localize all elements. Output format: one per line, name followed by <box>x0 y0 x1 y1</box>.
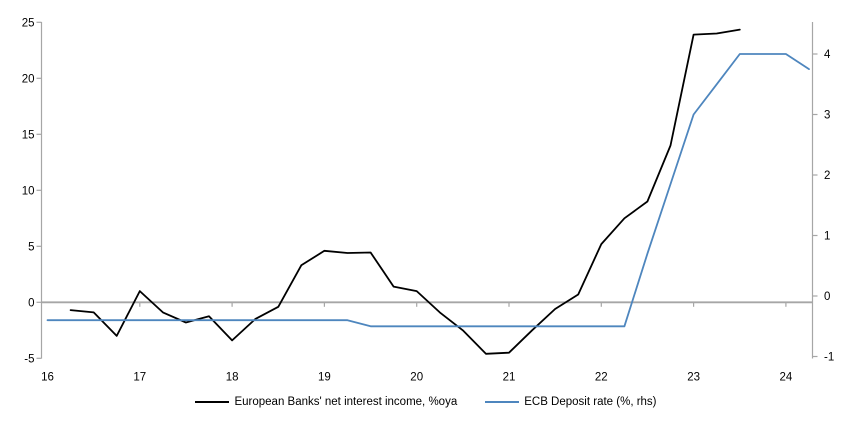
x-tick-label: 20 <box>410 372 423 384</box>
x-tick-label: 22 <box>595 372 608 384</box>
right-axis-tick-label: 4 <box>824 49 831 61</box>
legend-label-net-interest-income: European Banks' net interest income, %oy… <box>234 396 458 408</box>
right-axis-tick-label: 3 <box>824 110 830 122</box>
left-axis-tick-label: 25 <box>22 17 35 29</box>
x-tick-label: 24 <box>780 372 793 384</box>
x-tick-label: 23 <box>687 372 700 384</box>
left-axis-tick-label: 20 <box>22 73 35 85</box>
net-interest-income-line <box>69 28 741 355</box>
x-tick-label: 19 <box>318 372 331 384</box>
legend: European Banks' net interest income, %oy… <box>0 396 852 408</box>
legend-label-ecb-deposit-rate: ECB Deposit rate (%, rhs) <box>524 396 657 408</box>
legend-item-net-interest-income: European Banks' net interest income, %oy… <box>195 396 457 408</box>
left-axis-tick-label: 10 <box>22 185 35 197</box>
x-tick-label: 17 <box>133 372 146 384</box>
x-tick-label: 18 <box>226 372 239 384</box>
left-axis-tick-label: 5 <box>28 241 34 253</box>
x-tick-label: 21 <box>503 372 516 384</box>
left-axis-tick-label: 0 <box>28 297 34 309</box>
ecb-deposit-rate-line <box>46 53 810 328</box>
left-axis-tick-label: -5 <box>24 353 34 365</box>
legend-item-ecb-deposit-rate: ECB Deposit rate (%, rhs) <box>485 396 657 408</box>
net-interest-income-line-swatch <box>195 401 230 403</box>
right-axis-tick-label: 1 <box>824 231 830 243</box>
x-tick-label: 16 <box>41 372 54 384</box>
ecb-deposit-rate-line-swatch <box>485 401 520 403</box>
right-axis-tick-label: 2 <box>824 170 830 182</box>
right-axis-tick-label: 0 <box>824 291 830 303</box>
right-axis-tick-label: -1 <box>824 352 834 364</box>
left-axis-tick-label: 15 <box>22 129 35 141</box>
